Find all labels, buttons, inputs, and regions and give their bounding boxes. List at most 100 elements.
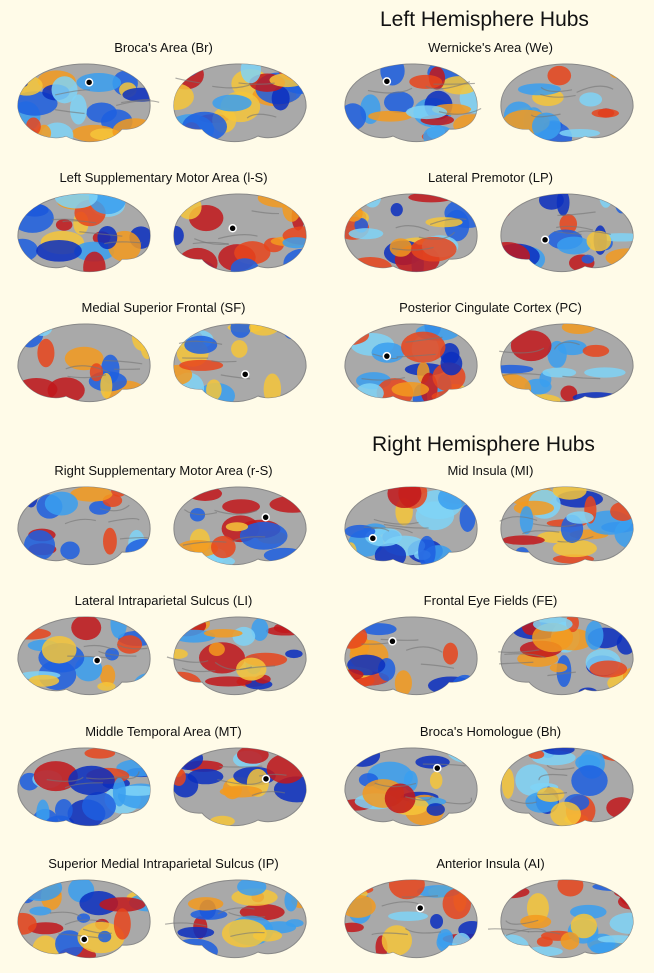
brain	[17, 486, 151, 566]
activation-blob	[51, 76, 78, 104]
hub-marker	[433, 763, 442, 773]
activation-blob	[37, 338, 55, 368]
brain	[17, 193, 151, 273]
sulcus	[422, 763, 466, 767]
activation-blob	[269, 73, 306, 88]
brain-pair	[344, 63, 634, 143]
activation-blob	[17, 203, 54, 233]
brain-pair	[344, 616, 634, 696]
brain	[500, 747, 634, 827]
brain-pair	[17, 63, 307, 143]
brain	[173, 486, 307, 566]
sulcus	[576, 85, 614, 93]
activation-blob	[542, 367, 577, 378]
activation-blob	[100, 372, 113, 399]
hub-marker	[92, 656, 102, 665]
sulcus	[246, 113, 277, 119]
activation-blob	[453, 114, 478, 136]
sulcus	[527, 930, 561, 935]
activation-blob	[384, 783, 416, 814]
sulcus	[49, 911, 82, 919]
sulcus	[553, 230, 582, 236]
activation-blob	[113, 908, 131, 940]
panel-label: Broca's Area (Br)	[114, 40, 213, 55]
brain	[500, 193, 634, 273]
activation-blob	[36, 239, 82, 262]
hub-marker	[261, 513, 270, 522]
activation-blob	[237, 879, 267, 896]
activation-blob	[24, 530, 56, 561]
brain	[164, 879, 307, 959]
activation-blob	[17, 912, 37, 935]
sulcus	[99, 504, 130, 512]
activation-blob	[552, 486, 587, 500]
brain	[499, 486, 634, 566]
activation-blob	[282, 193, 302, 222]
brain-pair	[17, 486, 307, 566]
sulcus	[371, 932, 408, 936]
activation-blob	[32, 935, 59, 958]
panel: Middle Temporal Area (MT)	[0, 724, 327, 852]
hub-marker	[415, 903, 425, 913]
sulcus	[505, 928, 547, 937]
activation-blob	[500, 373, 532, 402]
activation	[19, 747, 151, 826]
sulcus	[505, 919, 539, 925]
sulcus	[113, 771, 140, 780]
panel: Right Supplementary Motor Area (r-S)	[0, 463, 327, 591]
activation-blob	[614, 887, 634, 898]
activation-blob	[459, 504, 476, 532]
sulcus	[537, 792, 568, 796]
panel-label: Lateral Intraparietal Sulcus (LI)	[74, 593, 253, 608]
brain	[344, 616, 478, 696]
panel: Posterior Cingulate Cortex (PC)	[327, 300, 654, 428]
brain-pair	[344, 486, 634, 566]
activation-blob	[536, 936, 553, 947]
activation-blob	[188, 486, 223, 501]
sulcus	[405, 336, 443, 343]
activation-blob	[182, 111, 228, 142]
sulcus	[121, 98, 151, 104]
activation-blob	[500, 364, 534, 374]
brain	[173, 747, 307, 827]
brain-pair	[17, 616, 307, 696]
sulcus	[546, 764, 575, 771]
sulcus	[395, 225, 430, 232]
activation-blob	[344, 669, 364, 680]
hub-marker	[382, 77, 392, 86]
hub-marker	[79, 935, 89, 944]
activation-blob	[97, 682, 116, 691]
activation-blob	[86, 102, 117, 123]
activation-blob	[344, 204, 363, 222]
panel: Wernicke's Area (We)	[327, 40, 654, 168]
activation-blob	[263, 373, 282, 402]
activation	[17, 193, 151, 272]
activation-blob	[582, 344, 610, 357]
activation-blob	[388, 911, 429, 921]
sulcus	[401, 895, 439, 898]
activation-blob	[187, 897, 224, 911]
hub-marker	[382, 351, 392, 361]
activation-blob	[69, 94, 87, 125]
activation-blob	[112, 777, 126, 807]
activation	[500, 323, 626, 402]
activation-blob	[532, 616, 573, 632]
brain-pair	[17, 323, 307, 403]
section-title: Right Hemisphere Hubs	[372, 433, 595, 456]
sulcus	[67, 374, 107, 379]
activation-blob	[437, 929, 454, 949]
activation-blob	[225, 522, 249, 532]
sulcus	[383, 523, 429, 529]
sulcus	[67, 655, 112, 659]
sulcus	[373, 518, 419, 525]
activation-blob	[219, 785, 263, 798]
activation-blob	[55, 219, 73, 231]
activation-blob	[76, 72, 122, 92]
activation-blob	[344, 623, 368, 649]
sulcus	[522, 530, 560, 535]
sulcus	[372, 353, 399, 360]
sulcus	[361, 376, 406, 381]
activation-blob	[409, 74, 443, 89]
sulcus	[182, 541, 227, 546]
brain	[344, 486, 478, 566]
